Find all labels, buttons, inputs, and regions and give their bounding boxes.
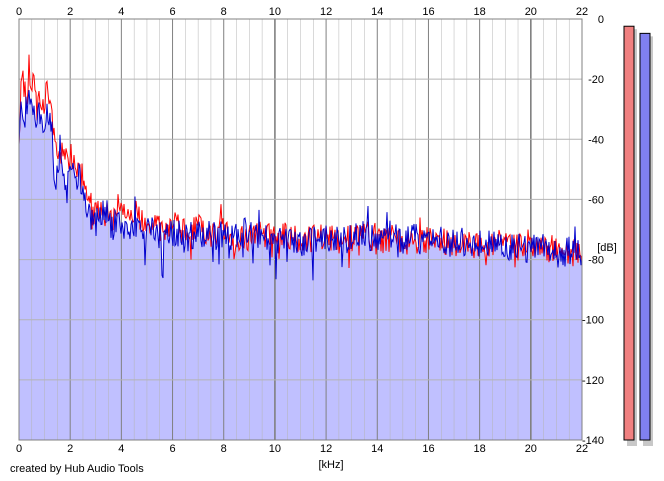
x-tick-labels-bottom: 0 2 4 6 8 10 12 14 16 18 20 22: [16, 443, 588, 455]
x-tick-label-bottom: 0: [16, 443, 22, 455]
y-tick-label: -40: [588, 134, 604, 146]
x-tick-label-bottom: 4: [118, 443, 124, 455]
x-tick-label-top: 2: [67, 6, 73, 18]
plot-frame: [18, 18, 583, 441]
series-blue-line: [18, 90, 583, 281]
x-tick-label-top: 20: [525, 6, 537, 18]
y-tick-label: -60: [588, 194, 604, 206]
y-tick-label: 0: [598, 14, 604, 26]
x-tick-label-bottom: 20: [525, 443, 537, 455]
x-tick-label-top: 14: [371, 6, 383, 18]
x-tick-label-bottom: 12: [320, 443, 332, 455]
y-tick-label: -20: [588, 74, 604, 86]
x-tick-label-top: 4: [118, 6, 124, 18]
level-meter-left: [623, 25, 635, 441]
x-tick-label-top: 12: [320, 6, 332, 18]
x-tick-label-bottom: 22: [576, 443, 588, 455]
y-tick-label: -80: [588, 255, 604, 267]
credit-text: created by Hub Audio Tools: [10, 463, 144, 475]
y-tick-label: -120: [582, 375, 604, 387]
x-tick-label-bottom: 8: [221, 443, 227, 455]
x-tick-label-bottom: 10: [269, 443, 281, 455]
x-tick-label-top: 0: [16, 6, 22, 18]
y-tick-label: -100: [582, 315, 604, 327]
x-tick-label-bottom: 16: [422, 443, 434, 455]
y-tick-label: -140: [582, 435, 604, 447]
x-tick-label-bottom: 2: [67, 443, 73, 455]
x-tick-label-top: 10: [269, 6, 281, 18]
x-tick-label-top: 22: [576, 6, 588, 18]
x-axis-label: [kHz]: [318, 459, 343, 471]
level-meters: [623, 25, 653, 447]
x-tick-label-bottom: 6: [169, 443, 175, 455]
y-tick-labels: 0 -20 -40 -60 -80 -100 -120 -140: [582, 14, 604, 447]
x-tick-label-top: 16: [422, 6, 434, 18]
x-tick-label-top: 8: [221, 6, 227, 18]
x-tick-label-bottom: 14: [371, 443, 383, 455]
x-tick-labels-top: 0 2 4 6 8 10 12 14 16 18 20 22: [16, 6, 588, 18]
level-meter-right: [639, 32, 651, 441]
y-axis-label: [dB]: [597, 242, 617, 254]
x-tick-label-top: 6: [169, 6, 175, 18]
x-tick-label-bottom: 18: [474, 443, 486, 455]
x-tick-label-top: 18: [474, 6, 486, 18]
